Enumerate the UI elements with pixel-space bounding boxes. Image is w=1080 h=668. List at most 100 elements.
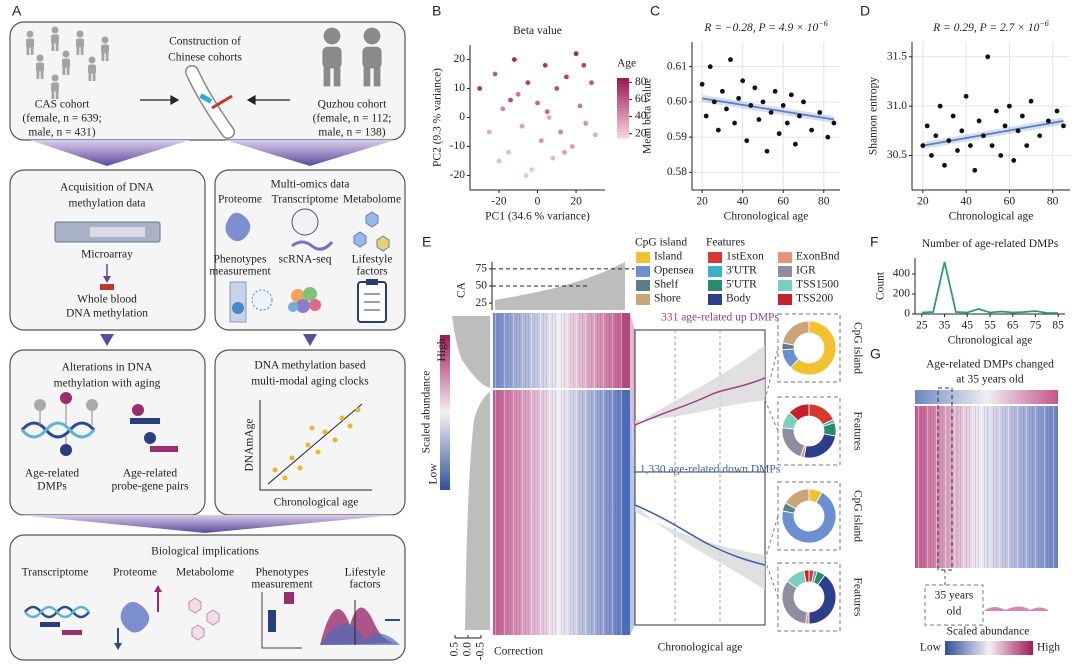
panel-label: F [870, 234, 879, 250]
point [529, 167, 535, 173]
point [550, 155, 556, 161]
point [989, 143, 995, 149]
funnel [20, 515, 395, 533]
decoration [34, 399, 46, 411]
text: Proteome [218, 194, 262, 206]
point [929, 153, 934, 158]
decoration [188, 597, 202, 614]
text: Acquisition of DNA [60, 182, 155, 194]
tick-label: 75 [476, 262, 488, 274]
donut-segment [782, 320, 810, 346]
text: Lifestyle [345, 567, 386, 579]
tick-label: -0.5 [475, 642, 487, 660]
x-axis-label: Chronological age [949, 211, 1034, 223]
decoration [86, 399, 98, 411]
decoration [114, 643, 122, 650]
text: Construction of [169, 36, 241, 48]
title-exponent: −6 [818, 19, 827, 28]
text: Chronological age [274, 497, 359, 509]
colorbar-cell [617, 84, 629, 88]
colorbar-cell [617, 120, 629, 124]
point [736, 95, 742, 101]
legend-title: CpG island [635, 237, 687, 249]
chart-title: Beta value [513, 25, 562, 37]
point [724, 106, 729, 112]
text: Phenotypes [213, 254, 267, 266]
point [950, 113, 956, 119]
legend-swatch [778, 266, 792, 277]
colorbar-cell [617, 126, 629, 130]
scale-title: Scaled abundance [947, 626, 1030, 638]
x-axis-label: Chronological age [658, 642, 743, 654]
text: male, n = 138) [318, 127, 385, 139]
group-bar [622, 313, 630, 388]
point [544, 109, 550, 115]
tick-label: 0.5 [449, 642, 461, 657]
x-tick-label: 75 [1030, 320, 1042, 332]
decoration [144, 432, 156, 444]
blood-icon [100, 264, 114, 290]
point [715, 127, 721, 133]
y-tick-label: 10 [454, 82, 466, 94]
point [740, 78, 746, 84]
trend-line [634, 377, 766, 426]
text: Phenotypes [255, 567, 309, 579]
point [554, 86, 560, 91]
point [756, 117, 762, 122]
y-tick-label: 200 [893, 288, 911, 300]
point [924, 123, 930, 129]
point [801, 99, 806, 105]
text: measurement [251, 579, 313, 591]
arrow [303, 334, 317, 346]
box [9, 534, 406, 661]
dna-icon [20, 392, 98, 456]
colorbar-cell [617, 78, 629, 82]
decoration [272, 467, 278, 473]
point [720, 88, 725, 94]
decoration [132, 404, 144, 416]
x-tick-label: 65 [1007, 320, 1019, 332]
colorbar-cell [617, 123, 629, 127]
title-text: Number of age-related DMPs [922, 238, 1059, 250]
text: Age-related [123, 468, 178, 480]
decoration [291, 240, 334, 251]
legend-swatch [778, 280, 792, 291]
connector-line [764, 515, 779, 561]
text: Proteome [113, 567, 157, 579]
legend-swatch [778, 252, 792, 263]
decoration [60, 444, 72, 456]
correction-area [465, 392, 490, 630]
point [809, 127, 815, 133]
donut-box [777, 562, 841, 632]
point [1011, 158, 1017, 163]
point [959, 128, 965, 134]
y-tick-label: 400 [893, 268, 911, 280]
text: Quzhou cohort [318, 99, 387, 111]
y-tick-label: 0 [459, 111, 465, 123]
y-tick-label: 20 [454, 53, 466, 65]
decoration [365, 211, 379, 228]
y-tick-label: 0 [904, 308, 910, 320]
legend-swatch [708, 294, 722, 305]
point [525, 80, 531, 86]
point [577, 103, 583, 109]
decoration [60, 392, 72, 404]
point [1061, 123, 1066, 129]
legend-swatch [636, 252, 650, 263]
point [942, 162, 947, 168]
decoration [309, 299, 321, 311]
text: multi-modal aging clocks [251, 376, 369, 388]
ca-area [495, 262, 625, 310]
donut-segment [781, 427, 805, 458]
tick-label: 0.0 [462, 642, 474, 657]
x-tick-label: 40 [960, 196, 972, 208]
decoration [303, 287, 317, 301]
decoration [305, 442, 311, 448]
point [564, 74, 569, 80]
legend-swatch [708, 280, 722, 291]
point [569, 144, 575, 149]
legend-title: Features [706, 237, 745, 249]
connector-line [764, 559, 779, 598]
decoration [40, 622, 60, 627]
colorbar-cell [617, 132, 629, 136]
